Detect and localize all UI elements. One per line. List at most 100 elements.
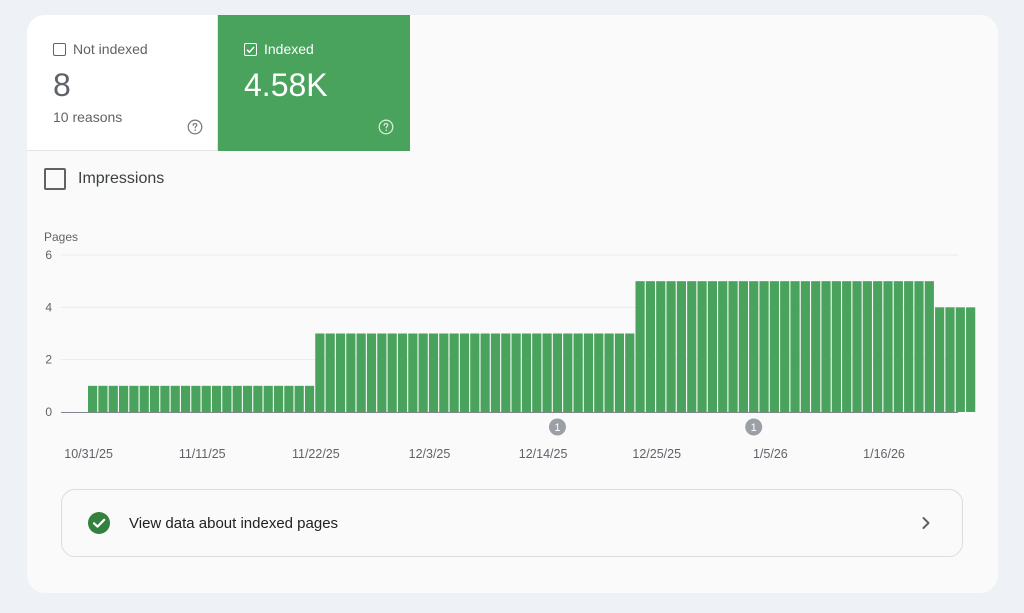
view-indexed-pages-row[interactable]: View data about indexed pages [61,489,963,557]
chart-bar[interactable] [356,333,366,413]
indexed-checkbox[interactable] [244,42,257,56]
chart-bar[interactable] [335,333,346,413]
chart-bar[interactable] [428,333,439,413]
chart-bar[interactable] [201,385,211,412]
chart-bar[interactable] [532,333,542,413]
chart-bar[interactable] [697,281,707,412]
chevron-right-icon [922,517,930,529]
chart-bar[interactable] [542,333,552,413]
chart-bar[interactable] [139,385,149,412]
chart-bar[interactable] [232,385,242,412]
chart-bar[interactable] [594,333,604,413]
chart-bar[interactable] [635,281,645,412]
chart-bar[interactable] [459,333,470,413]
chart-bar[interactable] [346,333,356,413]
annotation-marker[interactable] [745,418,763,436]
chart-bar[interactable] [687,281,697,412]
chart-bar[interactable] [242,385,253,412]
chart-bar[interactable] [707,281,717,412]
chart-bar[interactable] [666,281,676,412]
chart-bar[interactable] [852,281,862,412]
chart-bar[interactable] [501,333,511,413]
chart-bar[interactable] [573,333,583,413]
chart-bar[interactable] [315,333,325,413]
chart-bar[interactable] [294,385,304,412]
chart-bar[interactable] [883,281,893,412]
chart-bar[interactable] [790,281,800,412]
chart-bar[interactable] [904,281,914,412]
chart-bar[interactable] [604,333,614,413]
chart-bar[interactable] [253,385,263,412]
chart-bar[interactable] [273,385,284,412]
chart-bar[interactable] [490,333,501,413]
chart-bar[interactable] [945,307,955,412]
chart-bar[interactable] [656,281,666,412]
impressions-checkbox[interactable] [44,168,66,190]
chart-bar[interactable] [563,333,573,413]
chart-bar[interactable] [418,333,428,413]
chart-bar[interactable] [769,281,779,412]
chart-bar[interactable] [614,333,625,413]
chart-bar[interactable] [924,281,934,412]
indexed-toggle[interactable]: Indexed [244,41,314,57]
chart-bar[interactable] [511,333,521,413]
impressions-toggle[interactable]: Impressions [44,168,164,190]
chart-bar[interactable] [211,385,222,412]
chart-bar[interactable] [873,281,883,412]
chart-bar[interactable] [811,281,821,412]
chart-bar[interactable] [862,281,872,412]
chart-bar[interactable] [88,385,98,412]
chart-bar[interactable] [625,333,635,413]
chart-bar[interactable] [180,385,191,412]
chart-bar[interactable] [552,333,563,413]
chart-bar[interactable] [749,281,759,412]
chart-bar[interactable] [470,333,480,413]
chart-bar[interactable] [170,385,180,412]
indexed-tile[interactable]: Indexed 4.58K [218,15,410,151]
chart-bar[interactable] [966,307,976,412]
chart-bar[interactable] [191,385,201,412]
chart-bar[interactable] [129,385,139,412]
chart-bar[interactable] [108,385,118,412]
chart-bar[interactable] [366,333,377,413]
chart-bar[interactable] [160,385,170,412]
chart-bar[interactable] [780,281,790,412]
chart-bar[interactable] [935,307,945,412]
chart-bar[interactable] [439,333,449,413]
chart-bar[interactable] [738,281,748,412]
chart-bar[interactable] [222,385,232,412]
chart-bar[interactable] [821,281,831,412]
chart-bar[interactable] [831,281,841,412]
chart-bar[interactable] [955,307,965,412]
annotation-marker[interactable] [548,418,566,436]
chart-bar[interactable] [118,385,129,412]
chart-bar[interactable] [263,385,273,412]
chart-bar[interactable] [718,281,728,412]
chart-bar[interactable] [304,385,315,412]
chart-bar[interactable] [387,333,397,413]
chart-bar[interactable] [480,333,490,413]
chart-bar[interactable] [842,281,852,412]
chart-bar[interactable] [676,281,687,412]
chart-bar[interactable] [728,281,738,412]
chart-bar[interactable] [149,385,160,412]
chart-bar[interactable] [583,333,594,413]
chart-bar[interactable] [521,333,532,413]
chart-bar[interactable] [800,281,810,412]
help-icon[interactable] [187,119,203,135]
chart-bar[interactable] [449,333,459,413]
chart-bar[interactable] [893,281,903,412]
chart-bar[interactable] [397,333,408,413]
chart-bar[interactable] [759,281,769,412]
not-indexed-checkbox[interactable] [53,42,66,56]
chart-bar[interactable] [645,281,656,412]
chart-bar[interactable] [914,281,924,412]
chart-bar[interactable] [377,333,387,413]
chart-bar[interactable] [284,385,294,412]
help-icon[interactable] [378,119,394,135]
chart-bar[interactable] [325,333,335,413]
chart-bar[interactable] [408,333,418,413]
chart-bar[interactable] [98,385,108,412]
not-indexed-tile[interactable]: Not indexed 8 10 reasons [27,15,218,151]
not-indexed-toggle[interactable]: Not indexed [53,41,148,57]
